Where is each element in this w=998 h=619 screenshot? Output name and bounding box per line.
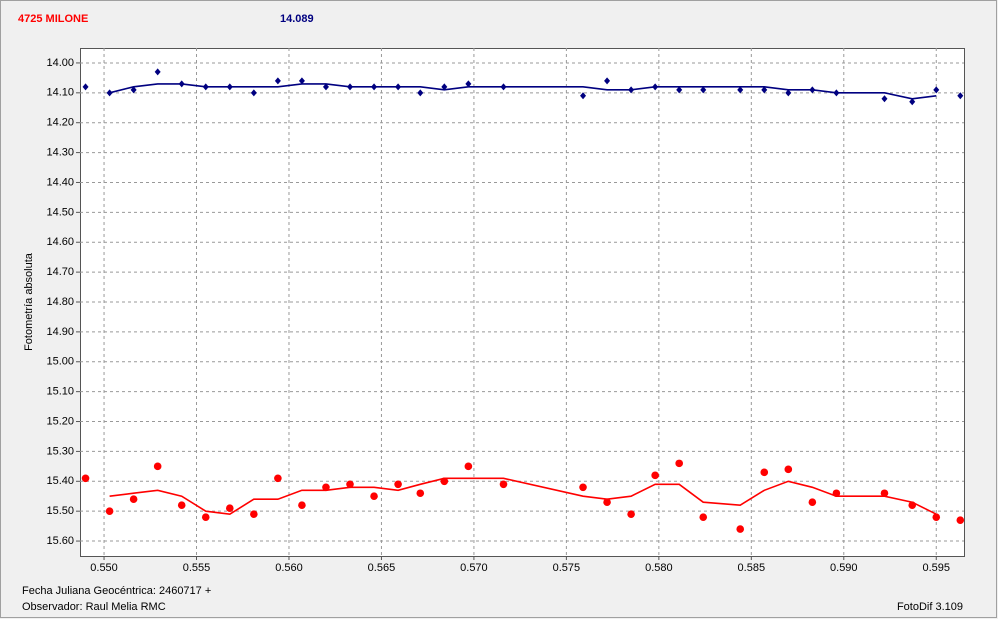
data-point xyxy=(394,480,402,489)
x-tick-label: 0.570 xyxy=(460,562,488,574)
y-tick-label: 14.50 xyxy=(46,206,74,218)
data-point xyxy=(346,480,354,489)
data-point xyxy=(298,501,306,510)
object-magnitude: 14.089 xyxy=(280,13,314,25)
x-tick-label: 0.560 xyxy=(275,562,303,574)
data-point xyxy=(651,471,659,480)
software-label: FotoDif 3.109 xyxy=(897,601,963,613)
data-point xyxy=(464,462,473,471)
data-point xyxy=(250,89,257,97)
y-tick-label: 14.10 xyxy=(46,87,74,99)
data-point xyxy=(250,510,258,518)
data-point xyxy=(129,495,138,504)
data-point xyxy=(154,68,161,76)
data-point xyxy=(417,89,424,97)
data-point xyxy=(274,474,282,483)
data-point xyxy=(298,77,305,85)
data-point xyxy=(465,80,472,88)
observer-label: Observador: Raul Melia RMC xyxy=(22,601,166,613)
data-point xyxy=(201,513,210,521)
data-point xyxy=(416,489,425,498)
data-point xyxy=(700,86,707,94)
data-point xyxy=(580,92,587,100)
data-point xyxy=(699,513,708,521)
data-point xyxy=(274,77,281,85)
data-point xyxy=(933,86,940,94)
x-tick-label: 0.555 xyxy=(183,562,211,574)
y-tick-label: 14.30 xyxy=(46,146,74,158)
y-tick-label: 14.80 xyxy=(46,296,74,308)
data-point xyxy=(105,507,114,515)
data-point xyxy=(322,83,329,91)
y-tick-label: 14.40 xyxy=(46,176,74,188)
data-point xyxy=(604,77,611,85)
y-tick-label: 14.00 xyxy=(46,57,74,69)
trend-line xyxy=(109,477,937,516)
trend-line xyxy=(109,83,937,100)
data-point xyxy=(441,83,448,91)
y-axis-label: Fotometría absoluta xyxy=(23,252,35,351)
data-point xyxy=(153,462,162,471)
data-point xyxy=(177,501,186,510)
y-tick-label: 15.40 xyxy=(46,475,74,487)
data-point xyxy=(761,86,768,94)
y-tick-label: 14.70 xyxy=(46,266,74,278)
y-tick-label: 15.20 xyxy=(46,415,74,427)
y-tick-label: 15.30 xyxy=(46,445,74,457)
y-tick-label: 15.60 xyxy=(46,535,74,547)
data-point xyxy=(130,86,137,94)
data-point xyxy=(82,83,89,91)
data-point xyxy=(81,474,90,483)
data-point xyxy=(880,489,889,498)
date-label: Fecha Juliana Geocéntrica: 2460717 + xyxy=(22,585,211,597)
data-point xyxy=(676,86,683,94)
object-name: 4725 MILONE xyxy=(18,13,88,25)
y-tick-label: 14.60 xyxy=(46,236,74,248)
x-tick-label: 0.585 xyxy=(738,562,766,574)
x-tick-label: 0.550 xyxy=(90,562,118,574)
data-point xyxy=(736,525,745,533)
data-point xyxy=(225,504,234,512)
data-point xyxy=(737,86,744,94)
data-point xyxy=(881,95,888,103)
data-point xyxy=(760,468,769,477)
data-point xyxy=(499,480,508,489)
y-tick-label: 15.00 xyxy=(46,356,74,368)
data-point xyxy=(932,513,941,521)
x-tick-label: 0.575 xyxy=(553,562,581,574)
data-point xyxy=(579,483,587,492)
data-point xyxy=(808,498,817,507)
y-tick-label: 15.10 xyxy=(46,386,74,398)
data-point xyxy=(785,89,792,97)
y-tick-label: 14.20 xyxy=(46,117,74,129)
data-point xyxy=(627,510,635,518)
plot-area xyxy=(80,48,965,557)
y-tick-label: 14.90 xyxy=(46,326,74,338)
x-tick-label: 0.565 xyxy=(368,562,396,574)
x-tick-label: 0.580 xyxy=(645,562,673,574)
data-point xyxy=(909,98,916,106)
y-tick-label: 15.50 xyxy=(46,505,74,517)
data-point xyxy=(603,498,611,507)
x-tick-label: 0.590 xyxy=(830,562,858,574)
data-point xyxy=(370,492,378,501)
data-point xyxy=(675,459,683,468)
data-point xyxy=(957,92,964,100)
data-point xyxy=(784,465,793,474)
x-tick-label: 0.595 xyxy=(922,562,950,574)
data-point xyxy=(106,89,113,97)
data-point xyxy=(322,483,330,492)
data-point xyxy=(956,516,965,524)
